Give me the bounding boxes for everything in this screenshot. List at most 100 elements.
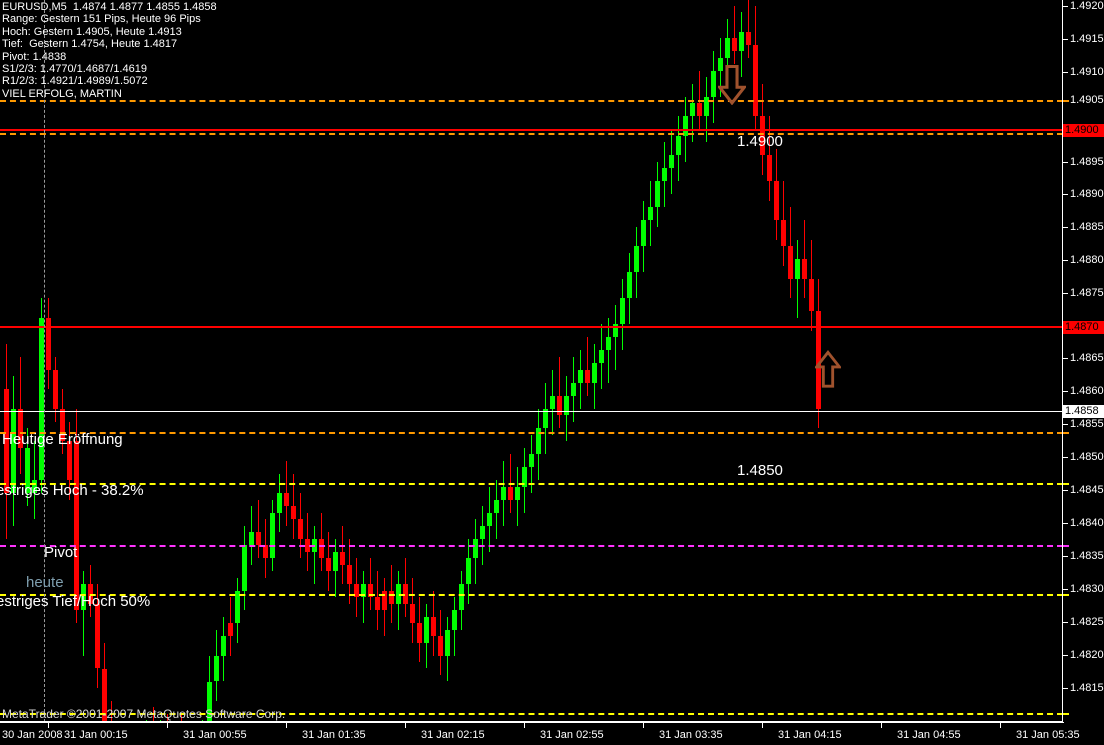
fib-382-dashed[interactable] xyxy=(0,483,1063,485)
candle-body xyxy=(95,603,100,669)
info-line-1: Range: Gestern 151 Pips, Heute 96 Pips xyxy=(2,13,201,26)
price-box-1-4870[interactable]: 1.4870 xyxy=(1063,321,1104,334)
candle-wick xyxy=(608,317,609,383)
time-tick xyxy=(1000,723,1001,728)
sell-arrow-down[interactable] xyxy=(718,65,746,105)
candle-body xyxy=(354,584,359,598)
price-box-1-4900[interactable]: 1.4900 xyxy=(1063,124,1104,137)
price-tick xyxy=(1063,457,1068,458)
time-label-8: 31 Jan 04:55 xyxy=(897,729,961,741)
price-label-0: 1.4920 xyxy=(1070,0,1104,12)
candle-body xyxy=(473,538,478,559)
price-level-mark xyxy=(1063,594,1069,596)
candle-body xyxy=(725,38,730,58)
candle-body xyxy=(683,116,688,136)
candle-body xyxy=(480,525,485,539)
price-box-1-4858[interactable]: 1.4858 xyxy=(1063,405,1104,418)
time-label-4: 31 Jan 02:15 xyxy=(421,729,485,741)
info-line-7: VIEL ERFOLG, MARTIN xyxy=(2,87,122,100)
resistance-dashed-1-4905[interactable] xyxy=(0,100,1063,102)
price-tick xyxy=(1063,39,1068,40)
bottom-dashed[interactable] xyxy=(0,713,1063,715)
candle-body xyxy=(522,467,527,487)
candle-body xyxy=(291,506,296,520)
candle-body xyxy=(410,603,415,624)
todays-open-dashed[interactable] xyxy=(0,432,1063,434)
candle-body xyxy=(641,220,646,247)
price-tick xyxy=(1063,358,1068,359)
candle-body xyxy=(277,493,282,513)
candle-body xyxy=(270,512,275,559)
candle-body xyxy=(340,551,345,565)
candle-body xyxy=(214,655,219,682)
candle-body xyxy=(564,395,569,416)
candle-body xyxy=(361,584,366,598)
chart-plot-area[interactable]: Heutige Eröffnung estriges Hoch - 38.2% Pi… xyxy=(0,0,1063,722)
heutige-eroeffnung-label[interactable]: Heutige Eröffnung xyxy=(2,431,123,448)
candle-body xyxy=(606,337,611,351)
candle-body xyxy=(550,395,555,409)
gestriges-tief-hoch-50-label[interactable]: estriges Tief/Hoch 50% xyxy=(0,593,151,610)
price-label-18: 1.4820 xyxy=(1070,649,1104,661)
price-label-2: 1.4910 xyxy=(1070,66,1104,78)
price-tick xyxy=(1063,194,1068,195)
pivot-label[interactable]: Pivot xyxy=(44,544,78,561)
gestriges-hoch-382-label[interactable]: estriges Hoch - 38.2% xyxy=(0,482,144,499)
candle-body xyxy=(704,96,709,117)
candle-wick xyxy=(111,700,112,722)
candle-body xyxy=(11,408,16,494)
candle-wick xyxy=(286,460,287,526)
candle-body xyxy=(515,486,520,500)
candle-body xyxy=(452,610,457,630)
candle-body xyxy=(284,493,289,507)
fib-50-dashed[interactable] xyxy=(0,594,1063,596)
candle-body xyxy=(697,103,702,117)
resistance-solid-1-4900[interactable] xyxy=(0,129,1063,131)
price-label-15: 1.4835 xyxy=(1070,550,1104,562)
heute-label[interactable]: heute xyxy=(26,574,64,591)
candle-body xyxy=(67,441,72,481)
candle-body xyxy=(466,558,471,585)
resistance-dashed-1-4900[interactable] xyxy=(0,133,1063,135)
price-1-4900-label[interactable]: 1.4900 xyxy=(737,133,783,150)
candle-body xyxy=(46,317,51,370)
candle-body xyxy=(333,551,338,572)
time-label-9: 31 Jan 05:35 xyxy=(1016,729,1080,741)
buy-arrow-up[interactable] xyxy=(815,348,841,390)
candle-body xyxy=(389,590,394,604)
open-solid-1-4858[interactable] xyxy=(0,411,1063,412)
price-tick xyxy=(1063,424,1068,425)
pivot-dashed[interactable] xyxy=(0,545,1063,547)
price-label-5: 1.4890 xyxy=(1070,188,1104,200)
time-tick xyxy=(524,723,525,728)
price-label-14: 1.4840 xyxy=(1070,517,1104,529)
candle-body xyxy=(4,389,9,494)
price-level-mark xyxy=(1063,713,1069,715)
candle-body xyxy=(760,116,765,156)
candle-body xyxy=(634,246,639,273)
price-1-4850-label[interactable]: 1.4850 xyxy=(737,462,783,479)
price-scale[interactable]: 1.4920 1.4915 1.4910 1.4905 1.4895 1.4890 1.48… xyxy=(1063,0,1104,722)
day-separator-line xyxy=(44,0,45,722)
candle-body xyxy=(809,278,814,312)
candle-wick xyxy=(363,571,364,624)
candle-body xyxy=(529,454,534,468)
time-label-6: 31 Jan 03:35 xyxy=(659,729,723,741)
time-tick xyxy=(286,723,287,728)
time-scale[interactable]: 30 Jan 2008 31 Jan 00:15 31 Jan 00:55 31 Ja… xyxy=(0,723,1104,745)
support-solid-1-4870[interactable] xyxy=(0,326,1063,328)
candle-body xyxy=(459,584,464,611)
candle-body xyxy=(669,155,674,169)
price-level-mark xyxy=(1063,432,1069,434)
candle-body xyxy=(438,636,443,656)
candle-body xyxy=(557,395,562,416)
candle-wick xyxy=(181,713,182,722)
price-level-mark xyxy=(1063,100,1069,102)
price-level-mark xyxy=(1063,545,1069,547)
price-tick xyxy=(1063,622,1068,623)
price-tick xyxy=(1063,556,1068,557)
price-tick xyxy=(1063,72,1068,73)
candle-body xyxy=(18,408,23,448)
candle-body xyxy=(298,519,303,539)
